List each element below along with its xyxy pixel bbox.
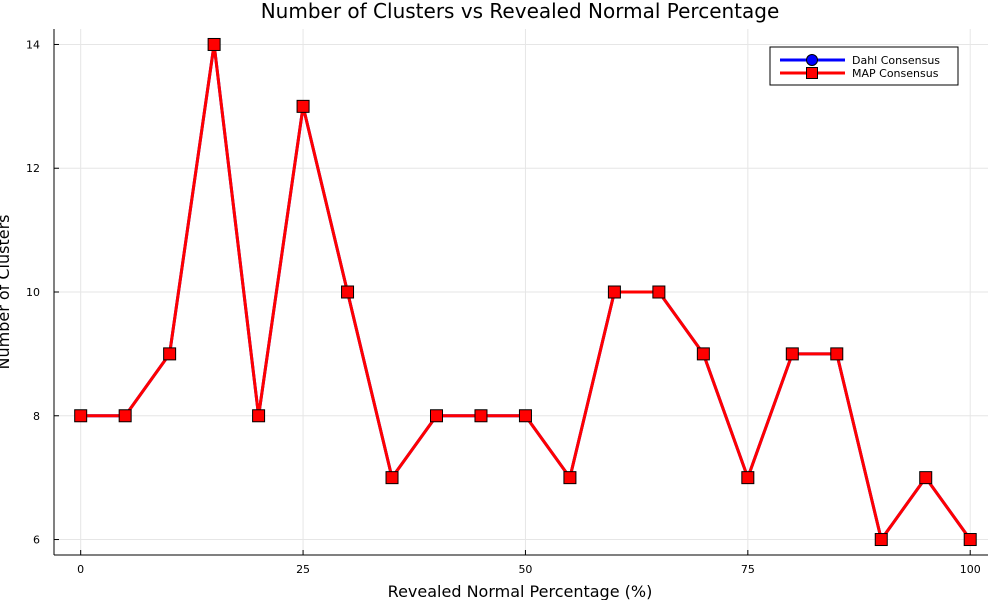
data-point-map-consensus bbox=[607, 285, 621, 299]
data-point-map-consensus bbox=[874, 533, 888, 547]
data-point-map-consensus bbox=[385, 471, 399, 485]
x-tick-label: 75 bbox=[741, 563, 755, 576]
y-tick-label: 8 bbox=[33, 410, 40, 423]
legend-marker-map bbox=[806, 67, 818, 79]
x-tick-label: 25 bbox=[296, 563, 310, 576]
y-axis-label: Number of Clusters bbox=[0, 215, 13, 370]
data-point-map-consensus bbox=[919, 471, 933, 485]
series-layer bbox=[74, 37, 977, 547]
data-point-map-consensus bbox=[963, 533, 977, 547]
ticks: 0 25 50 75 100 6 8 10 12 14 bbox=[26, 38, 981, 576]
y-tick-label: 10 bbox=[26, 286, 40, 299]
legend: Dahl Consensus MAP Consensus bbox=[769, 46, 959, 86]
data-point-map-consensus bbox=[252, 409, 266, 423]
legend-marker-dahl bbox=[806, 54, 818, 66]
legend-label-dahl: Dahl Consensus bbox=[852, 54, 940, 67]
y-tick-label: 6 bbox=[33, 534, 40, 547]
grid bbox=[54, 29, 988, 555]
data-point-map-consensus bbox=[563, 471, 577, 485]
data-point-map-consensus bbox=[474, 409, 488, 423]
data-point-map-consensus bbox=[341, 285, 355, 299]
data-point-map-consensus bbox=[207, 37, 221, 51]
data-point-map-consensus bbox=[296, 99, 310, 113]
legend-box bbox=[769, 46, 959, 86]
data-point-map-consensus bbox=[696, 347, 710, 361]
data-point-map-consensus bbox=[652, 285, 666, 299]
data-point-map-consensus bbox=[74, 409, 88, 423]
chart-title: Number of Clusters vs Revealed Normal Pe… bbox=[261, 0, 780, 23]
y-tick-label: 14 bbox=[26, 38, 40, 51]
data-point-map-consensus bbox=[518, 409, 532, 423]
data-point-map-consensus bbox=[429, 409, 443, 423]
data-point-map-consensus bbox=[741, 471, 755, 485]
data-point-map-consensus bbox=[163, 347, 177, 361]
x-tick-label: 0 bbox=[77, 563, 84, 576]
data-point-map-consensus bbox=[830, 347, 844, 361]
x-tick-label: 50 bbox=[518, 563, 532, 576]
x-axis-label: Revealed Normal Percentage (%) bbox=[388, 582, 653, 600]
legend-label-map: MAP Consensus bbox=[852, 67, 939, 80]
x-tick-label: 100 bbox=[960, 563, 981, 576]
data-point-map-consensus bbox=[118, 409, 132, 423]
data-point-map-consensus bbox=[785, 347, 799, 361]
y-tick-label: 12 bbox=[26, 162, 40, 175]
